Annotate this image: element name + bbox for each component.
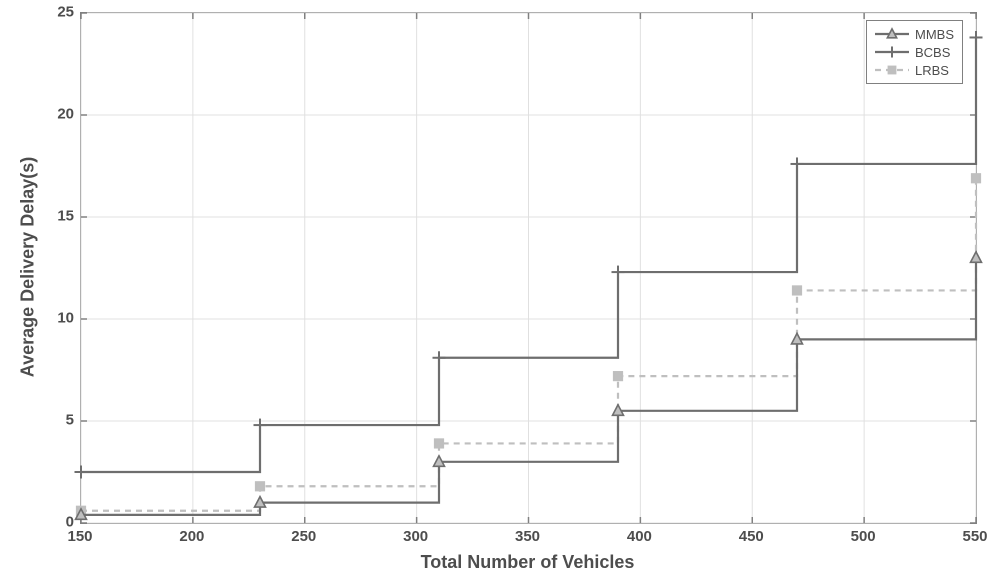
legend: MMBS BCBS LRBS [866,20,963,84]
x-tick-label: 400 [627,528,652,545]
x-axis-label: Total Number of Vehicles [421,552,635,573]
y-tick-label: 5 [48,412,74,429]
plot-svg [81,13,976,523]
y-tick-label: 0 [48,514,74,531]
legend-swatch [875,27,909,41]
x-tick-label: 150 [67,528,92,545]
legend-item-lrbs: LRBS [875,61,954,79]
legend-item-bcbs: BCBS [875,43,954,61]
y-tick-label: 25 [48,4,74,21]
y-tick-label: 20 [48,106,74,123]
x-tick-label: 250 [291,528,316,545]
legend-label: LRBS [915,63,949,78]
x-tick-label: 550 [962,528,987,545]
x-tick-label: 500 [851,528,876,545]
chart-container: Average Delivery Delay(s) Total Number o… [0,0,1000,585]
x-tick-label: 350 [515,528,540,545]
legend-label: BCBS [915,45,950,60]
x-tick-label: 450 [739,528,764,545]
y-tick-label: 15 [48,208,74,225]
x-tick-label: 200 [179,528,204,545]
y-axis-label: Average Delivery Delay(s) [18,157,39,377]
y-tick-label: 10 [48,310,74,327]
legend-item-mmbs: MMBS [875,25,954,43]
legend-swatch [875,63,909,77]
legend-swatch [875,45,909,59]
plot-area [80,12,977,524]
x-tick-label: 300 [403,528,428,545]
legend-label: MMBS [915,27,954,42]
